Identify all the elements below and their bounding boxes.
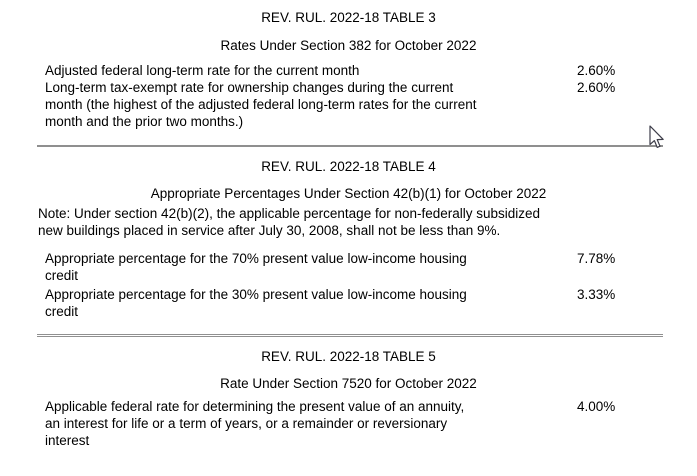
rate-label: Appropriate percentage for the 30% prese…	[45, 287, 467, 319]
table-3-title: REV. RUL. 2022-18 TABLE 3	[261, 10, 436, 25]
rev-rul-table-5: REV. RUL. 2022-18 TABLE 5 Rate Under Sec…	[0, 348, 697, 449]
rate-label: Adjusted federal long-term rate for the …	[45, 63, 360, 78]
rate-value: 2.60%	[577, 63, 616, 78]
rate-value: 7.78%	[577, 251, 616, 266]
table-row: Appropriate percentage for the 70% prese…	[0, 250, 697, 284]
table-row: Long-term tax-exempt rate for ownership …	[0, 79, 697, 130]
table-row: Appropriate percentage for the 30% prese…	[0, 286, 697, 320]
rev-rul-table-3: REV. RUL. 2022-18 TABLE 3 Rates Under Se…	[0, 9, 697, 130]
table-3-subtitle: Rates Under Section 382 for October 2022	[220, 38, 477, 53]
table-4-note: Note: Under section 42(b)(2), the applic…	[38, 206, 541, 238]
table-4-title: REV. RUL. 2022-18 TABLE 4	[261, 159, 436, 174]
rate-label: Applicable federal rate for determining …	[45, 399, 465, 448]
table-row: Applicable federal rate for determining …	[0, 398, 697, 449]
document-page: REV. RUL. 2022-18 TABLE 3 Rates Under Se…	[0, 9, 697, 476]
rate-label: Long-term tax-exempt rate for ownership …	[45, 80, 477, 129]
rate-value: 4.00%	[577, 399, 616, 414]
rate-value: 3.33%	[577, 287, 616, 302]
rate-label: Appropriate percentage for the 70% prese…	[45, 251, 467, 283]
table-4-rows: Appropriate percentage for the 70% prese…	[0, 250, 697, 320]
table-5-title: REV. RUL. 2022-18 TABLE 5	[261, 349, 436, 364]
table-3-rows: Adjusted federal long-term rate for the …	[0, 62, 697, 130]
section-divider	[37, 145, 663, 147]
table-5-rows: Applicable federal rate for determining …	[0, 398, 697, 449]
rev-rul-table-4: REV. RUL. 2022-18 TABLE 4 Appropriate Pe…	[0, 158, 697, 320]
table-5-subtitle: Rate Under Section 7520 for October 2022	[220, 376, 477, 391]
table-4-subtitle: Appropriate Percentages Under Section 42…	[150, 186, 547, 201]
table-row: Adjusted federal long-term rate for the …	[0, 62, 697, 79]
section-divider	[37, 334, 663, 337]
rate-value: 2.60%	[577, 80, 616, 95]
